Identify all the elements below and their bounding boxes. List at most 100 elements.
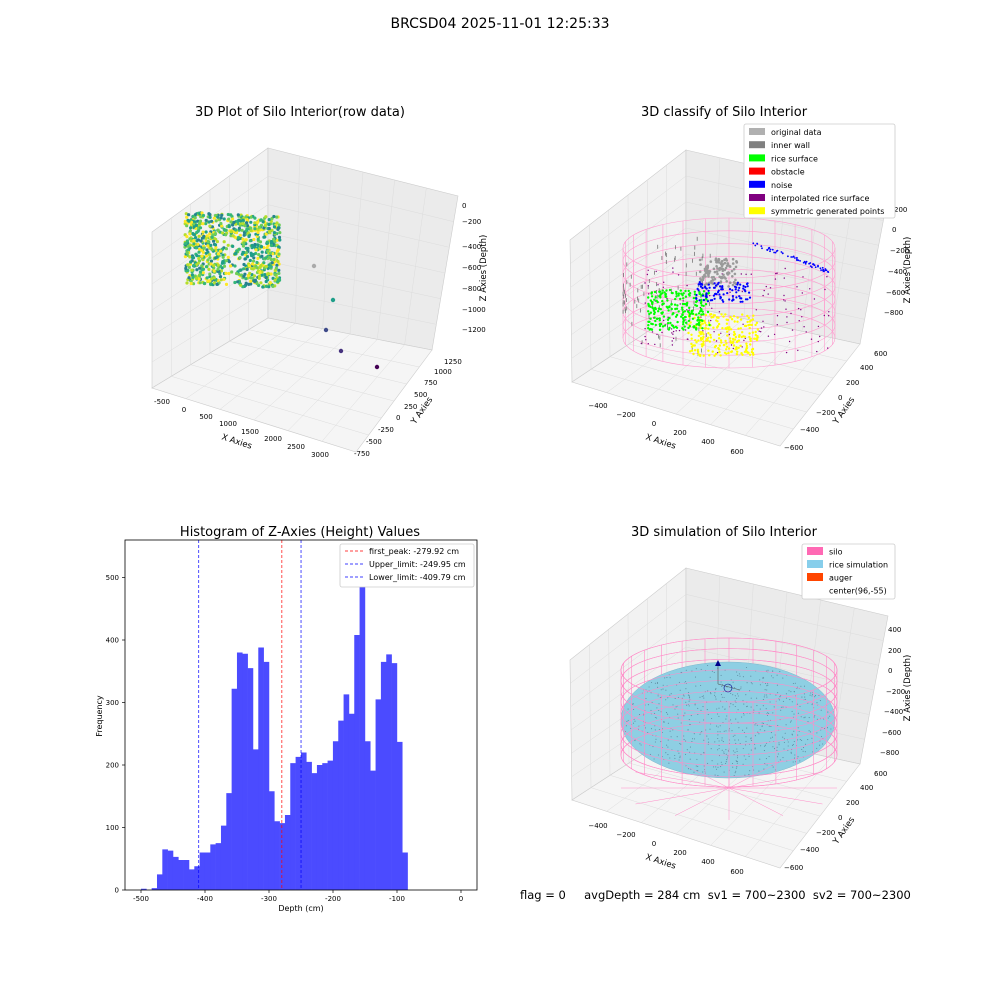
data-point [264,215,268,219]
data-point [275,249,279,253]
rice-point [734,695,736,697]
symmetric-point [750,323,753,327]
data-point [235,249,239,253]
interpolated-point [785,308,787,310]
symmetric-point [748,326,751,330]
symmetric-point [727,351,730,355]
rice-surface-point [659,294,662,297]
data-point [189,281,193,286]
rice-surface-point [649,305,652,308]
rice-point [800,685,802,687]
data-point [269,265,273,269]
data-point [233,280,237,285]
data-point [245,227,249,231]
rice-point [711,760,713,762]
data-point [190,268,194,272]
noise-point [735,296,738,299]
rice-point [782,706,784,708]
rice-point [717,737,719,740]
rice-point [746,706,748,708]
rice-point [808,730,810,732]
data-point [272,231,276,235]
data-point [268,251,272,255]
data-point [218,275,223,279]
data-point [193,216,197,220]
rice-surface-point [683,325,686,328]
rice-point [732,704,734,706]
data-point [198,226,203,230]
interpolated-point [805,331,807,333]
data-point [186,244,190,248]
rice-point [736,671,738,673]
legend-frame [801,543,896,600]
data-point [205,234,209,238]
raw-grid [151,155,454,442]
data-point [277,223,281,227]
rice-surface-point [652,309,656,312]
interpolated-point [661,331,663,334]
interpolated-point [709,295,711,297]
legend-label: silo [829,548,843,557]
data-point [241,244,245,248]
data-point [235,271,239,276]
original-point [701,278,705,282]
rice-point [678,681,680,683]
data-point [216,269,220,273]
data-point [263,223,267,228]
rice-point [775,694,777,696]
rice-point [663,721,665,723]
symmetric-point [728,337,732,340]
rice-point [772,746,774,748]
data-point [272,214,276,219]
tick-label: -300 [261,895,277,903]
data-point [230,270,234,274]
rice-point [700,684,702,687]
rice-point [796,703,798,705]
rice-point [644,727,646,729]
data-point [216,228,220,232]
rice-point [702,752,705,754]
rice-surface-point [679,297,682,301]
rice-point [702,706,704,708]
rice-point [714,696,717,698]
data-point [238,256,242,260]
rice-point [732,766,734,768]
rice-surface-point [688,314,691,318]
tick-label: 500 [414,391,427,399]
raw-z-ticks: 0 −200 −400 −600 −800 −1000 −1200 [462,202,486,334]
data-point [221,255,225,259]
original-point [725,280,728,283]
noise-point [803,260,806,263]
rice-point [703,739,705,741]
original-point [723,258,726,262]
data-point [204,251,208,255]
rice-point [783,738,785,740]
rice-point [687,691,690,694]
noise-point [780,251,783,253]
rice-point [658,709,660,712]
interpolated-point [786,321,788,324]
rice-point [660,741,662,743]
symmetric-point [751,318,755,321]
interpolated-point [760,327,763,329]
rice-point [772,670,774,672]
rice-surface-point [700,309,703,312]
rice-surface-point [677,294,680,297]
data-point [249,229,253,233]
histogram-vlines [198,540,302,890]
rice-point [766,714,769,717]
rice-point [685,688,687,690]
noise-point [824,269,827,272]
rice-point [695,685,697,687]
data-point [222,277,226,281]
rice-point [729,706,731,708]
noise-point [722,293,725,296]
symmetric-point [754,333,758,337]
rice-point [730,692,732,695]
interpolated-point [773,333,776,336]
rice-point [776,684,778,686]
rice-point [789,721,792,723]
rice-point [683,735,685,737]
rice-point [797,756,799,758]
rice-point [666,677,668,679]
